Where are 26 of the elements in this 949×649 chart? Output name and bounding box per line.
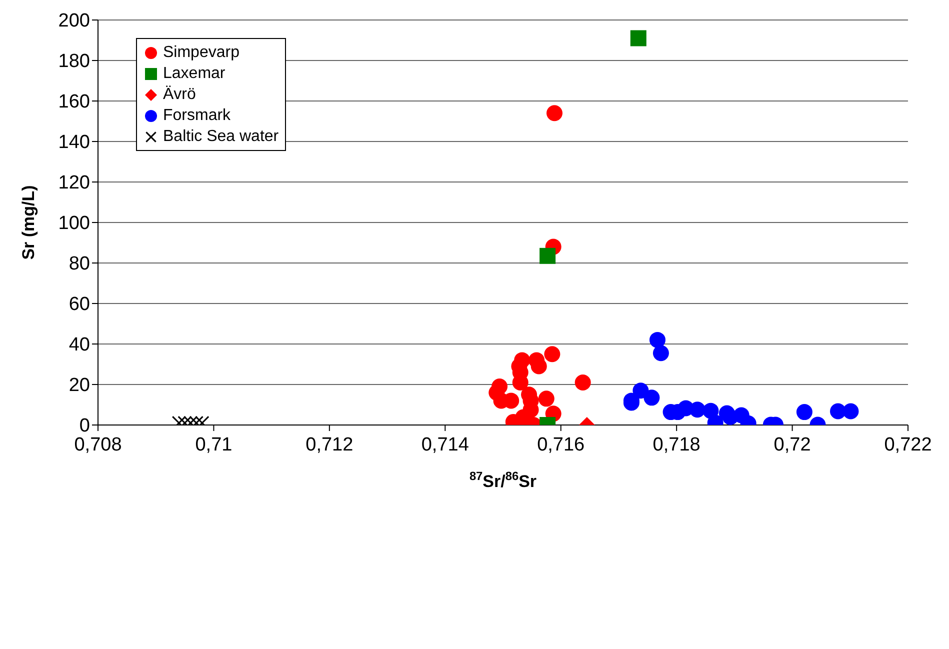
x-tick-label: 0,716 (537, 434, 585, 456)
y-tick-label: 80 (68, 254, 90, 275)
x-tick-label: 0,714 (421, 434, 470, 456)
legend-label: Forsmark (163, 106, 231, 124)
y-tick-label: 20 (68, 375, 90, 396)
y-tick-label: 160 (58, 92, 90, 113)
legend-label: Ävrö (163, 86, 196, 104)
x-axis-title: $^{87}$Sr/$^{86}$Sr (469, 469, 537, 491)
y-tick-label: 0 (79, 416, 90, 437)
x-tick-label: 0,722 (884, 434, 932, 456)
y-axis-title: Sr (mg/L) (19, 185, 38, 260)
x-tick-label: 0,718 (652, 434, 700, 456)
y-tick-label: 200 (58, 10, 90, 32)
x-tick-label: 0,72 (774, 434, 811, 456)
legend-label: Baltic Sea water (163, 128, 279, 146)
y-tick-label: 180 (58, 51, 90, 72)
y-tick-label: 40 (68, 334, 90, 356)
x-tick-label: 0,712 (306, 434, 354, 456)
y-tick-label: 120 (58, 172, 90, 194)
legend-label: Simpevarp (163, 44, 240, 62)
y-tick-label: 100 (58, 213, 90, 234)
y-tick-label: 140 (58, 132, 90, 154)
x-tick-label: 0,71 (195, 434, 232, 456)
y-tick-label: 60 (68, 294, 90, 316)
x-tick-label: 0,708 (74, 434, 122, 456)
legend-label: Laxemar (163, 64, 226, 82)
